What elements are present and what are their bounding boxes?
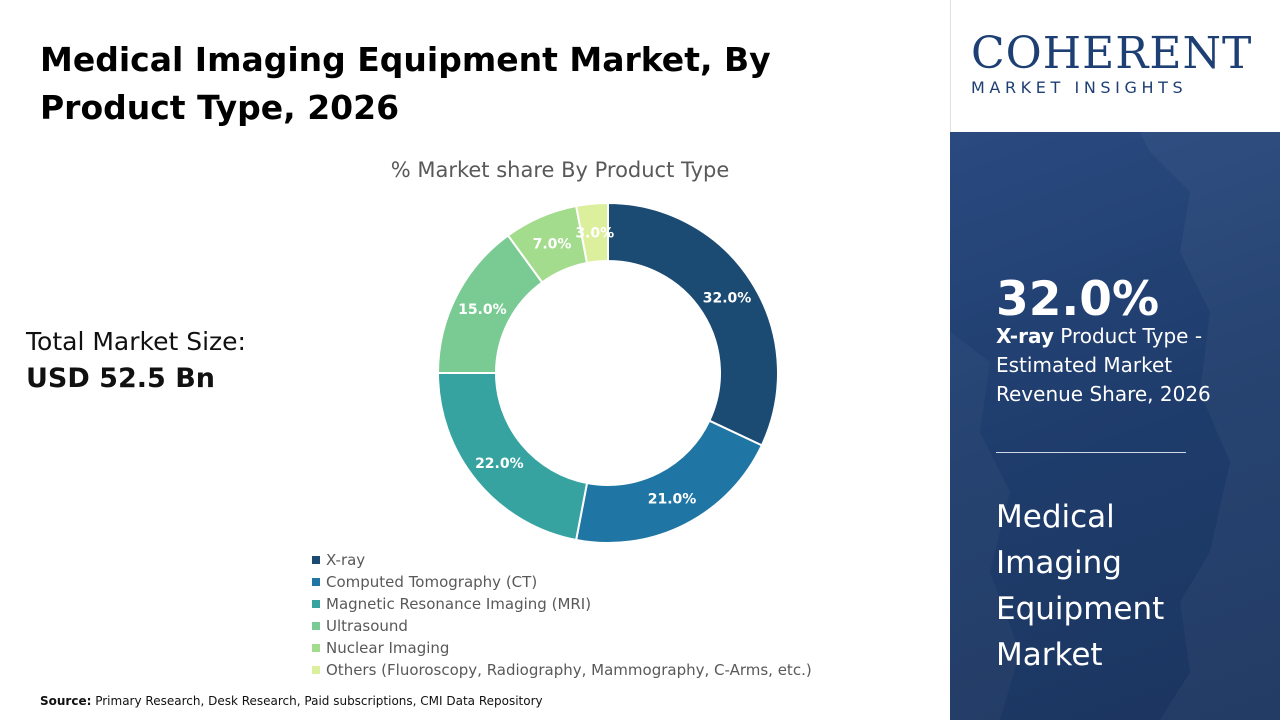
legend-label: Nuclear Imaging — [326, 639, 450, 657]
legend-item: Computed Tomography (CT) — [312, 571, 812, 593]
slice-data-label: 32.0% — [703, 290, 752, 306]
legend-item: Nuclear Imaging — [312, 637, 812, 659]
slice-data-label: 15.0% — [458, 302, 507, 318]
highlight-description-text: Product Type - Estimated Market Revenue … — [996, 324, 1211, 406]
legend-label: Computed Tomography (CT) — [326, 573, 538, 591]
source-label: Source: — [40, 694, 92, 708]
slice-data-label: 7.0% — [533, 237, 572, 253]
market-size-label: Total Market Size: — [26, 327, 246, 356]
total-market-size: Total Market Size: USD 52.5 Bn — [26, 325, 326, 399]
source-note: Source: Primary Research, Desk Research,… — [40, 694, 543, 708]
highlight-panel: 32.0% X-ray Product Type - Estimated Mar… — [950, 132, 1280, 720]
legend-label: Magnetic Resonance Imaging (MRI) — [326, 595, 592, 613]
logo-tagline: MARKET INSIGHTS — [971, 78, 1188, 97]
legend-swatch — [312, 644, 320, 652]
highlight-segment: X-ray — [996, 324, 1054, 348]
slice-data-label: 21.0% — [648, 492, 697, 508]
legend-swatch — [312, 600, 320, 608]
chart-legend: X-ray Computed Tomography (CT) Magnetic Re… — [312, 549, 812, 681]
chart-title: % Market share By Product Type — [390, 158, 730, 182]
panel-divider — [996, 452, 1186, 453]
donut-slice — [607, 201, 779, 447]
slice-data-label: 22.0% — [475, 456, 524, 472]
source-text: Primary Research, Desk Research, Paid su… — [91, 694, 543, 708]
legend-label: Ultrasound — [326, 617, 408, 635]
slice-data-label: 3.0% — [575, 226, 614, 242]
highlight-description: X-ray Product Type - Estimated Market Re… — [996, 322, 1246, 409]
legend-item: Magnetic Resonance Imaging (MRI) — [312, 593, 812, 615]
legend-swatch — [312, 556, 320, 564]
legend-item: X-ray — [312, 549, 812, 571]
donut-slice — [574, 419, 764, 544]
donut-slice — [574, 201, 609, 265]
legend-item: Others (Fluoroscopy, Radiography, Mammog… — [312, 659, 812, 681]
logo-wordmark: COHERENT — [971, 28, 1253, 79]
legend-swatch — [312, 666, 320, 674]
legend-swatch — [312, 578, 320, 586]
highlight-market-name: Medical Imaging Equipment Market — [996, 499, 1165, 673]
donut-chart: 32.0% 21.0% 22.0% 15.0% 7.0%3.0% — [436, 201, 779, 544]
legend-swatch — [312, 622, 320, 630]
page-title: Medical Imaging Equipment Market, By Pro… — [40, 40, 771, 127]
legend-label: Others (Fluoroscopy, Radiography, Mammog… — [326, 661, 812, 679]
legend-label: X-ray — [326, 551, 366, 569]
world-map-background-icon — [1140, 132, 1280, 720]
market-size-value: USD 52.5 Bn — [26, 363, 215, 394]
legend-item: Ultrasound — [312, 615, 812, 637]
logo: COHERENT MARKET INSIGHTS — [950, 0, 1280, 132]
highlight-value: 32.0% — [996, 272, 1160, 327]
